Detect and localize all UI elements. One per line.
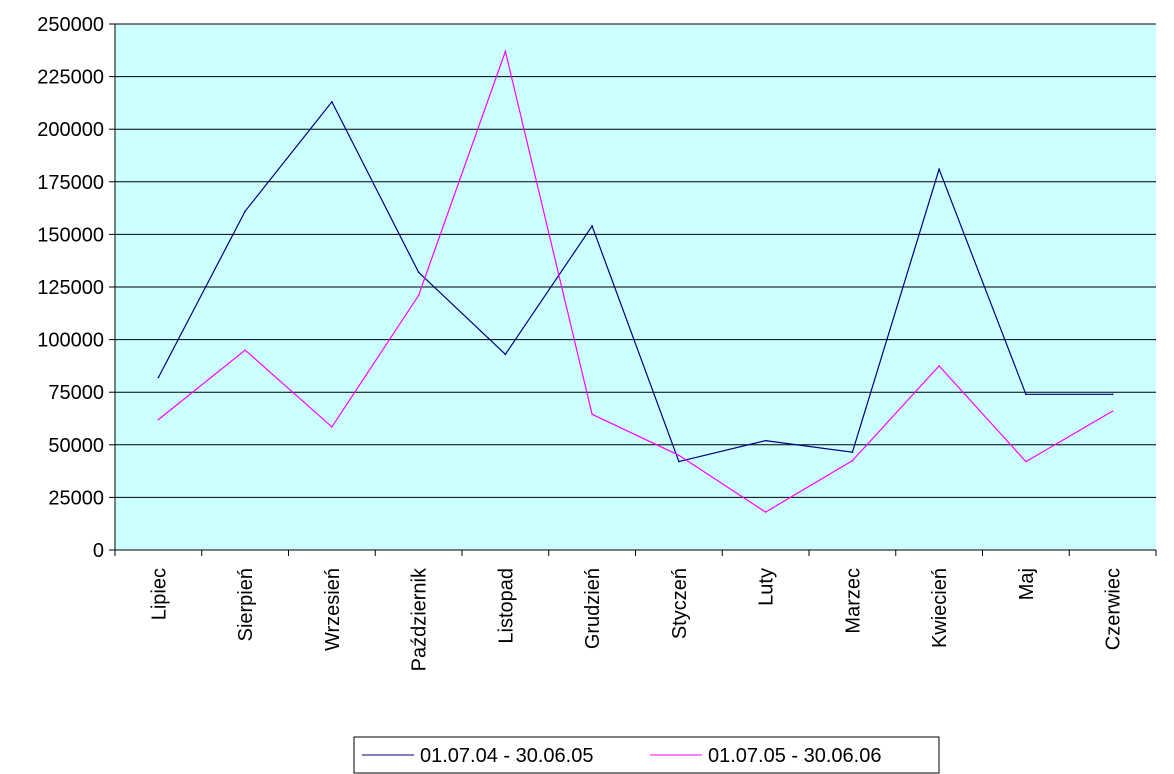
legend: 01.07.04 - 30.06.05 01.07.05 - 30.06.06 [353, 736, 940, 774]
data-point [244, 210, 246, 213]
legend-label-series-1: 01.07.04 - 30.06.05 [420, 745, 593, 767]
data-point [764, 511, 767, 513]
x-tick-label: Styczeń [669, 568, 691, 639]
y-tick-label: 25000 [48, 487, 104, 509]
data-point [1111, 393, 1114, 396]
x-tick-label: Grudzień [582, 568, 604, 649]
series-lines [157, 49, 1114, 513]
data-point [851, 451, 854, 453]
x-axis-ticks: Lipiec Sierpień Wrzesień Październik Listopa… [114, 550, 1157, 671]
x-tick-label: Kwiecień [929, 568, 951, 648]
y-tick-label: 200000 [37, 119, 104, 141]
series-line-2 [158, 49, 1113, 513]
data-point [157, 376, 160, 379]
y-tick-label: 100000 [37, 330, 104, 352]
data-point [417, 271, 420, 274]
data-point [938, 168, 940, 170]
legend-label-series-2: 01.07.05 - 30.06.06 [708, 745, 881, 767]
x-tick-label: Wrzesień [322, 568, 344, 651]
x-tick-label: Październik [409, 567, 431, 671]
y-tick-label: 125000 [37, 277, 104, 299]
x-tick-label: Luty [756, 568, 778, 606]
data-point [851, 459, 854, 462]
x-tick-label: Listopad [495, 568, 517, 644]
x-tick-label: Maj [1016, 568, 1038, 600]
data-point [938, 365, 940, 367]
y-axis-ticks: 0 25000 50000 75000 100000 125000 150000 175000… [37, 14, 115, 562]
y-tick-label: 50000 [48, 435, 104, 457]
data-point [1025, 393, 1027, 396]
y-tick-label: 0 [93, 540, 104, 562]
data-point [504, 353, 507, 356]
y-tick-label: 225000 [37, 67, 104, 89]
data-point [678, 460, 680, 463]
data-point [244, 349, 246, 351]
data-point [1111, 410, 1114, 412]
y-tick-label: 75000 [48, 382, 104, 404]
data-point [591, 225, 593, 227]
x-tick-label: Marzec [842, 568, 864, 634]
data-point [157, 418, 160, 421]
y-tick-label: 175000 [37, 172, 104, 194]
y-tick-label: 150000 [37, 224, 104, 246]
y-tick-label: 250000 [37, 14, 104, 36]
series-line-1 [157, 100, 1113, 463]
data-point [678, 454, 680, 457]
data-point [331, 426, 333, 428]
x-tick-label: Sierpień [235, 568, 257, 641]
data-point [417, 294, 420, 297]
data-point [1025, 460, 1027, 463]
data-point [591, 413, 593, 416]
x-tick-label: Lipiec [148, 568, 170, 620]
gridlines [115, 23, 1156, 498]
data-point [504, 50, 507, 53]
legend-box [353, 736, 940, 774]
x-tick-label: Czerwiec [1103, 568, 1125, 650]
data-point [764, 439, 767, 442]
data-point [331, 101, 333, 103]
